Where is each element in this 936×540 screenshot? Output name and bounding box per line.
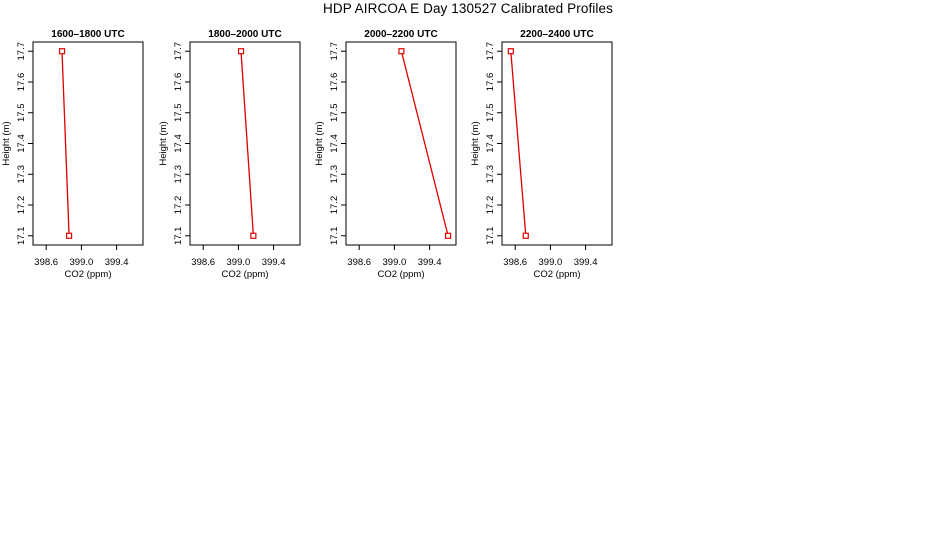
data-point <box>250 232 257 239</box>
y-tick-label: 17.4 <box>16 134 27 153</box>
profile-line-4 <box>510 51 527 236</box>
data-point <box>237 48 245 55</box>
y-tick-label: 17.7 <box>173 42 184 61</box>
data-point <box>507 48 514 55</box>
y-tick-label: 17.5 <box>173 103 184 122</box>
x-tick-label: 398.6 <box>191 257 215 268</box>
y-tick-label: 17.1 <box>173 227 184 246</box>
x-tick-label: 399.4 <box>105 257 129 268</box>
y-tick-label: 17.2 <box>329 196 340 215</box>
x-axis-label: CO2 (ppm) <box>378 269 425 280</box>
figure-title: HDP AIRCOA E Day 130527 Calibrated Profi… <box>323 1 613 16</box>
y-tick-label: 17.2 <box>485 196 496 215</box>
y-tick-label: 17.4 <box>173 134 184 153</box>
y-tick-label: 17.3 <box>485 165 496 184</box>
y-tick-label: 17.7 <box>329 42 340 61</box>
data-point <box>444 232 452 239</box>
profile-line-1 <box>61 51 70 236</box>
panel-title-4: 2200–2400 UTC <box>520 29 593 40</box>
data-point <box>522 232 529 239</box>
plot-frame-3 <box>345 41 457 246</box>
panel-title-1: 1600–1800 UTC <box>51 29 124 40</box>
x-tick-label: 399.4 <box>574 257 598 268</box>
y-axis-label: Height (m) <box>158 121 169 165</box>
x-tick-label: 399.0 <box>539 257 563 268</box>
y-tick-label: 17.2 <box>16 196 27 215</box>
x-tick-label: 398.6 <box>347 257 371 268</box>
x-axis-label: CO2 (ppm) <box>65 269 112 280</box>
y-tick-label: 17.3 <box>173 165 184 184</box>
x-axis-label: CO2 (ppm) <box>222 269 269 280</box>
y-tick-label: 17.7 <box>16 42 27 61</box>
profile-line-3 <box>400 51 449 236</box>
panel-title-3: 2000–2200 UTC <box>364 29 437 40</box>
x-tick-label: 399.0 <box>383 257 407 268</box>
y-tick-label: 17.6 <box>329 73 340 92</box>
y-tick-label: 17.6 <box>16 73 27 92</box>
x-tick-label: 399.4 <box>262 257 286 268</box>
data-point <box>65 232 73 239</box>
y-axis-label: Height (m) <box>1 121 12 165</box>
y-tick-label: 17.3 <box>329 165 340 184</box>
x-tick-label: 399.0 <box>227 257 251 268</box>
x-tick-label: 398.6 <box>34 257 58 268</box>
y-tick-label: 17.5 <box>485 103 496 122</box>
x-tick-label: 399.0 <box>70 257 94 268</box>
y-tick-label: 17.6 <box>173 73 184 92</box>
profile-line-2 <box>240 51 255 236</box>
x-tick-label: 399.4 <box>418 257 442 268</box>
y-tick-label: 17.5 <box>329 103 340 122</box>
y-tick-label: 17.7 <box>485 42 496 61</box>
plot-frame-1 <box>32 41 144 246</box>
y-tick-label: 17.3 <box>16 165 27 184</box>
y-axis-label: Height (m) <box>314 121 325 165</box>
y-tick-label: 17.2 <box>173 196 184 215</box>
x-tick-label: 398.6 <box>503 257 527 268</box>
y-tick-label: 17.4 <box>485 134 496 153</box>
y-tick-label: 17.1 <box>329 227 340 246</box>
y-tick-label: 17.4 <box>329 134 340 153</box>
plot-frame-2 <box>189 41 301 246</box>
data-point <box>398 48 405 55</box>
y-tick-label: 17.1 <box>16 227 27 246</box>
y-axis-label: Height (m) <box>470 121 481 165</box>
y-tick-label: 17.1 <box>485 227 496 246</box>
x-axis-label: CO2 (ppm) <box>534 269 581 280</box>
data-point <box>58 48 66 55</box>
panel-title-2: 1800–2000 UTC <box>208 29 281 40</box>
y-tick-label: 17.5 <box>16 103 27 122</box>
y-tick-label: 17.6 <box>485 73 496 92</box>
